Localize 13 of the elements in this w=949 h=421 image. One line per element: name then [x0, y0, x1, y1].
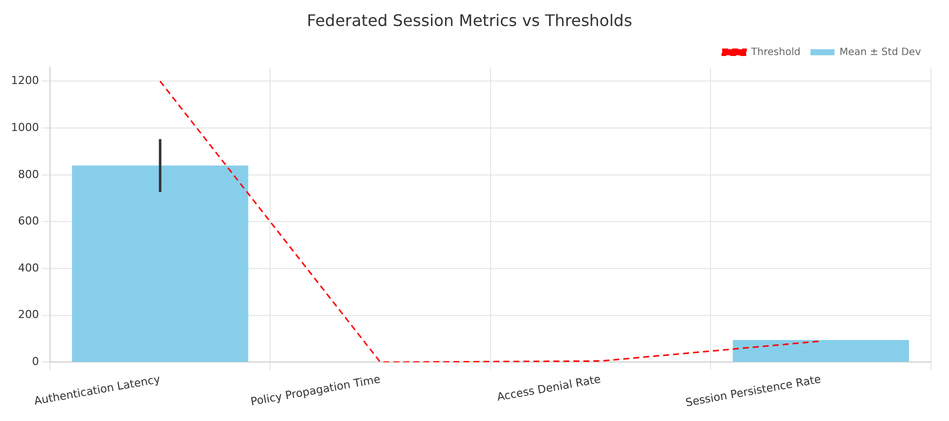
y-tick-label: 0 [32, 355, 39, 368]
y-tick-label: 600 [18, 214, 39, 228]
x-tick-label: Policy Propagation Time [250, 372, 382, 408]
y-tick-label: 200 [18, 308, 39, 322]
y-tick-label: 1000 [10, 120, 39, 134]
chart-title: Federated Session Metrics vs Thresholds [306, 10, 632, 30]
y-tick-label: 400 [18, 261, 39, 274]
x-tick-label: Access Denial Rate [496, 372, 602, 404]
y-tick-label: 800 [18, 168, 39, 181]
x-tick-label: Session Persistence Rate [684, 372, 822, 410]
legend-label: Mean ± Std Dev [839, 46, 922, 58]
legend-label: Threshold [750, 46, 800, 58]
y-tick-label: 1200 [10, 74, 39, 88]
